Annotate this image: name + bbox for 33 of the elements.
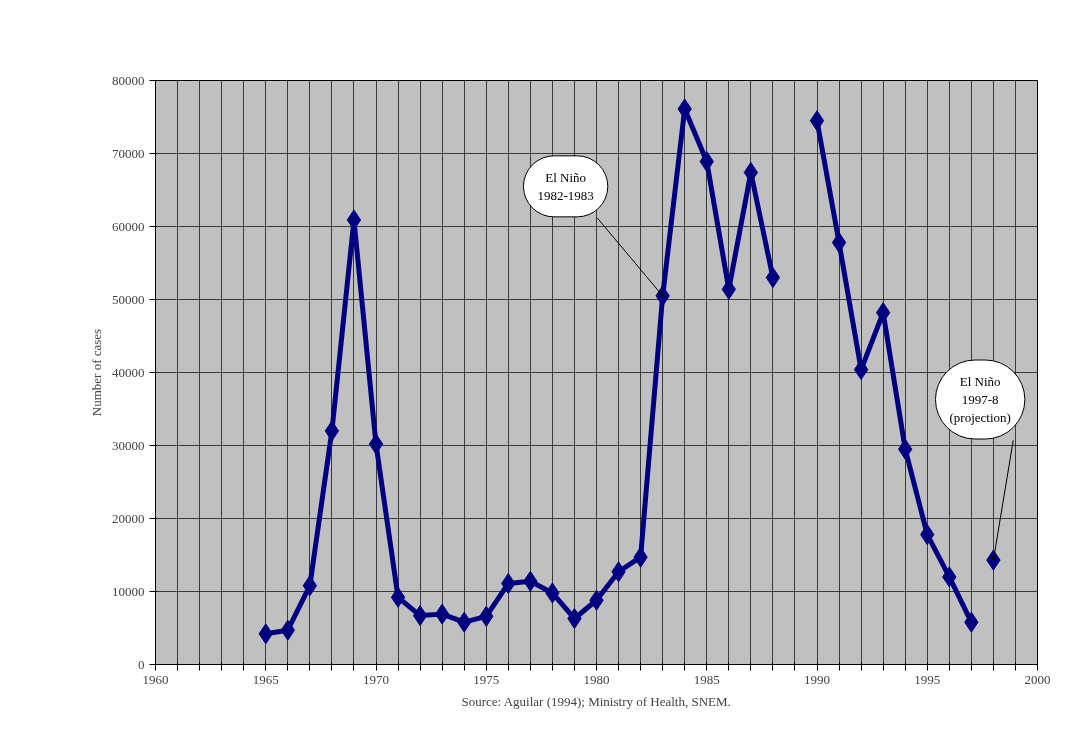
x-tick-label: 1985 bbox=[693, 671, 720, 687]
x-tick-label: 1975 bbox=[473, 671, 500, 687]
x-tick-label: 1965 bbox=[252, 671, 279, 687]
x-tick-label: 1990 bbox=[804, 671, 830, 687]
point bbox=[368, 433, 384, 455]
x-tick-label: 1960 bbox=[142, 671, 169, 687]
point bbox=[434, 603, 450, 625]
annotation: El Niño 1997-8 (projection) bbox=[949, 374, 1011, 426]
point bbox=[390, 586, 406, 608]
point bbox=[765, 267, 781, 289]
y-tick-label: 80000 bbox=[112, 72, 145, 88]
x-tick-label: 2000 bbox=[1024, 671, 1051, 687]
y-tick-label: 70000 bbox=[112, 145, 145, 161]
y-tick-label: 0 bbox=[138, 656, 145, 672]
x-tick-label: 1980 bbox=[583, 671, 610, 687]
y-tick-label: 20000 bbox=[112, 510, 145, 526]
annotation: El Niño 1982-1983 bbox=[537, 169, 594, 203]
x-tick-label: 1995 bbox=[914, 671, 941, 687]
y-tick-label: 30000 bbox=[112, 437, 145, 453]
y-tick-label: 10000 bbox=[112, 583, 145, 599]
point bbox=[831, 232, 847, 254]
x-tick-label: 1970 bbox=[363, 671, 389, 687]
point bbox=[853, 359, 869, 381]
point bbox=[302, 575, 318, 597]
y-tick-label: 50000 bbox=[112, 291, 145, 307]
point bbox=[809, 110, 825, 132]
point bbox=[875, 302, 891, 324]
point bbox=[324, 420, 340, 442]
source-note: Source: Aguilar (1994); Ministry of Health, SNEM. bbox=[461, 693, 731, 709]
y-axis-title: Number of cases bbox=[89, 328, 104, 417]
y-tick-label: 40000 bbox=[112, 364, 145, 380]
y-tick-label: 60000 bbox=[112, 218, 145, 234]
point bbox=[412, 605, 428, 627]
